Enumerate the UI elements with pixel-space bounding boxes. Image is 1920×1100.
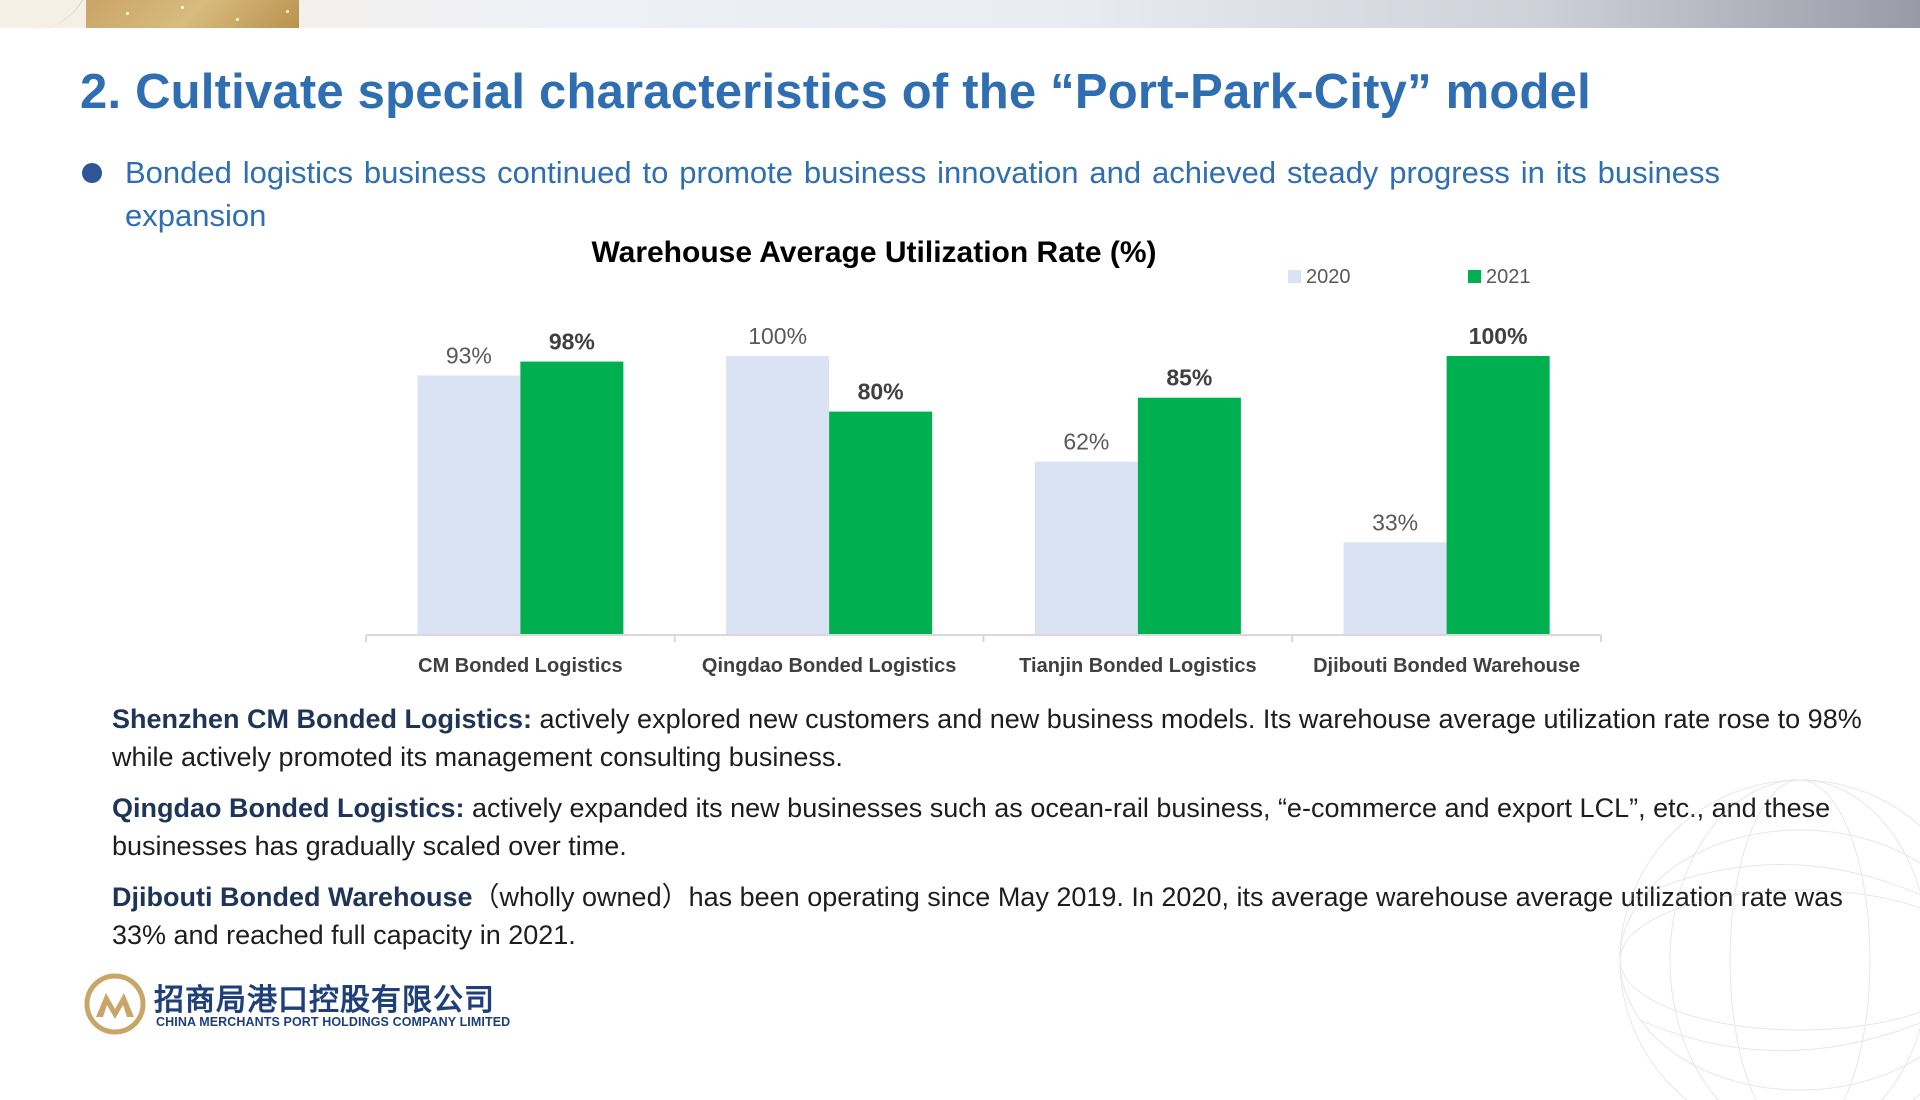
data-label-2020-3: 33% — [1372, 509, 1418, 535]
chart-legend: 2020 2021 — [1288, 266, 1531, 288]
bullet-dot-icon — [82, 163, 102, 183]
description-qingdao-bonded: Qingdao Bonded Logistics: actively expan… — [112, 789, 1872, 865]
data-label-2021-0: 98% — [549, 329, 595, 355]
description-cm-bonded: Shenzhen CM Bonded Logistics: actively e… — [112, 700, 1872, 776]
description-text: actively expanded its new businesses suc… — [112, 793, 1831, 861]
company-logo: 招商局港口控股有限公司 CHINA MERCHANTS PORT HOLDING… — [84, 973, 510, 1043]
bar-2020-3 — [1343, 542, 1447, 634]
chart-bars: 93% 98% 100% 80% 62% 85% 33% 100% — [417, 323, 1550, 634]
globe-decoration-icon — [1619, 779, 1920, 1100]
description-text: actively explored new customers and new … — [112, 704, 1862, 772]
legend-swatch-2020 — [1288, 270, 1301, 283]
data-label-2021-3: 100% — [1469, 323, 1528, 349]
legend-label-2021: 2021 — [1486, 266, 1531, 288]
bullet-text: Bonded logistics business continued to p… — [125, 155, 1720, 233]
data-label-2020-2: 62% — [1063, 429, 1109, 455]
bar-2021-0 — [520, 361, 624, 634]
description-djibouti-bonded: Djibouti Bonded Warehouse（wholly owned）h… — [112, 878, 1872, 954]
data-label-2021-2: 85% — [1166, 365, 1212, 391]
top-gold-banner — [86, 0, 299, 28]
chart-svg: Warehouse Average Utilization Rate (%) 2… — [365, 236, 1602, 677]
description-label: Djibouti Bonded Warehouse — [112, 882, 473, 912]
category-label-2: Tianjin Bonded Logistics — [1019, 655, 1256, 677]
chart-axis: CM Bonded Logistics Qingdao Bonded Logist… — [365, 634, 1602, 677]
cmport-logo-icon — [84, 973, 146, 1035]
legend-swatch-2021 — [1468, 270, 1481, 283]
data-label-2020-0: 93% — [446, 342, 492, 368]
data-label-2020-1: 100% — [748, 323, 807, 349]
bar-2020-0 — [417, 375, 521, 634]
legend-label-2020: 2020 — [1306, 266, 1351, 288]
bar-2021-3 — [1446, 356, 1550, 634]
logo-chinese-name: 招商局港口控股有限公司 — [154, 983, 495, 1018]
bar-2020-1 — [726, 356, 830, 634]
chart-title: Warehouse Average Utilization Rate (%) — [591, 236, 1156, 269]
top-decorative-band — [0, 0, 1920, 28]
category-label-1: Qingdao Bonded Logistics — [702, 655, 956, 677]
category-label-0: CM Bonded Logistics — [418, 655, 622, 677]
bar-2020-2 — [1034, 461, 1138, 634]
category-label-3: Djibouti Bonded Warehouse — [1313, 655, 1580, 677]
description-label: Shenzhen CM Bonded Logistics: — [112, 704, 533, 734]
data-label-2021-1: 80% — [858, 379, 904, 405]
logo-english-name: CHINA MERCHANTS PORT HOLDINGS COMPANY LI… — [156, 1015, 511, 1029]
bar-2021-2 — [1137, 397, 1241, 634]
bar-2021-1 — [829, 411, 933, 634]
description-label: Qingdao Bonded Logistics: — [112, 793, 465, 823]
utilization-chart: Warehouse Average Utilization Rate (%) 2… — [0, 228, 1920, 688]
slide-title: 2. Cultivate special characteristics of … — [80, 65, 1591, 119]
description-text: （wholly owned）has been operating since M… — [112, 882, 1843, 950]
